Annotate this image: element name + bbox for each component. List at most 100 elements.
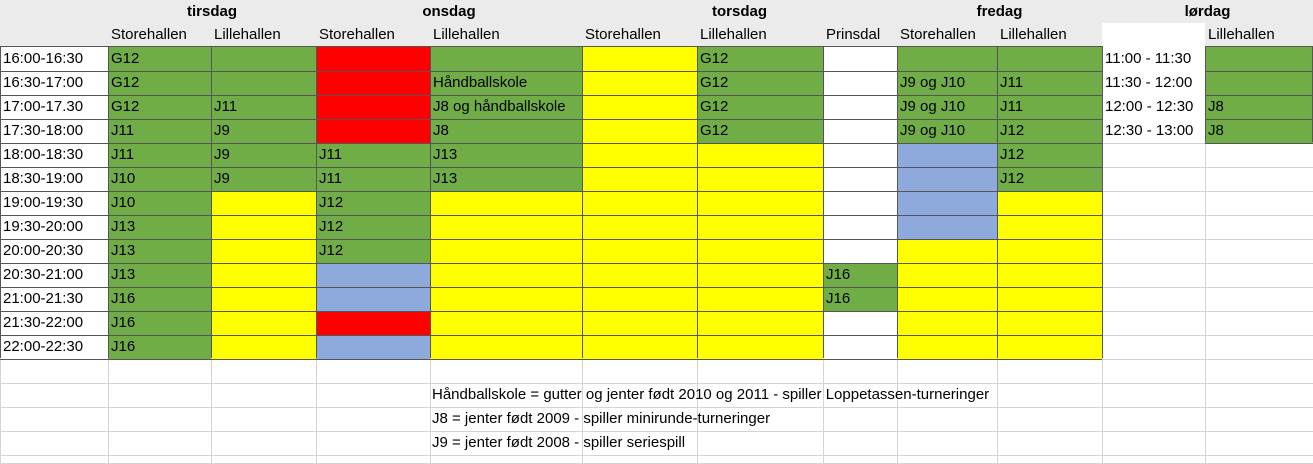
schedule-cell[interactable] — [430, 239, 582, 263]
schedule-cell[interactable] — [823, 46, 897, 71]
schedule-cell[interactable] — [897, 191, 997, 215]
schedule-cell[interactable]: J9 — [211, 119, 316, 143]
schedule-cell[interactable]: J9 — [211, 143, 316, 167]
hall-header-5[interactable]: Lillehallen — [697, 23, 823, 46]
corner-cell[interactable] — [0, 0, 108, 23]
schedule-cell[interactable] — [211, 191, 316, 215]
schedule-cell[interactable] — [211, 239, 316, 263]
schedule-cell[interactable] — [823, 191, 897, 215]
schedule-cell[interactable] — [897, 167, 997, 191]
schedule-cell[interactable] — [897, 143, 997, 167]
schedule-cell[interactable]: G12 — [108, 95, 211, 119]
schedule-cell[interactable] — [823, 119, 897, 143]
schedule-cell[interactable]: J12 — [997, 143, 1102, 167]
schedule-cell[interactable] — [316, 287, 430, 311]
schedule-cell[interactable] — [582, 71, 697, 95]
time-slot[interactable]: 19:30-20:00 — [0, 215, 108, 239]
schedule-cell[interactable] — [582, 263, 697, 287]
schedule-cell[interactable] — [697, 143, 823, 167]
schedule-cell[interactable] — [823, 239, 897, 263]
schedule-cell[interactable] — [697, 215, 823, 239]
schedule-cell[interactable] — [997, 191, 1102, 215]
schedule-cell[interactable]: G12 — [108, 46, 211, 71]
schedule-cell[interactable] — [997, 335, 1102, 359]
schedule-cell[interactable] — [582, 167, 697, 191]
schedule-cell[interactable]: J16 — [108, 311, 211, 335]
hall-header-7[interactable]: Storehallen — [897, 23, 997, 46]
schedule-cell[interactable] — [211, 215, 316, 239]
time-slot[interactable]: 22:00-22:30 — [0, 335, 108, 359]
time-slot[interactable]: 17:30-18:00 — [0, 119, 108, 143]
schedule-cell[interactable] — [316, 335, 430, 359]
schedule-cell[interactable] — [997, 215, 1102, 239]
saturday-cell[interactable]: J8 — [1205, 119, 1313, 143]
schedule-cell[interactable] — [823, 95, 897, 119]
schedule-cell[interactable] — [697, 335, 823, 359]
time-slot[interactable]: 17:00-17.30 — [0, 95, 108, 119]
schedule-cell[interactable] — [823, 311, 897, 335]
schedule-cell[interactable]: G12 — [108, 71, 211, 95]
schedule-cell[interactable] — [697, 239, 823, 263]
time-slot[interactable]: 18:30-19:00 — [0, 167, 108, 191]
schedule-cell[interactable] — [211, 263, 316, 287]
day-header-2[interactable]: torsdag — [582, 0, 897, 23]
schedule-cell[interactable]: J11 — [211, 95, 316, 119]
hall-header-9[interactable]: Lillehallen — [1205, 23, 1313, 46]
schedule-cell[interactable] — [316, 119, 430, 143]
schedule-cell[interactable] — [997, 287, 1102, 311]
saturday-cell[interactable] — [1205, 46, 1313, 71]
hall-header-6[interactable]: Prinsdal — [823, 23, 897, 46]
corner-cell-2[interactable] — [0, 23, 108, 46]
schedule-cell[interactable] — [430, 263, 582, 287]
schedule-cell[interactable]: J13 — [108, 239, 211, 263]
schedule-cell[interactable] — [697, 167, 823, 191]
schedule-cell[interactable]: J11 — [316, 143, 430, 167]
saturday-time[interactable]: 12:00 - 12:30 — [1102, 95, 1205, 119]
schedule-cell[interactable] — [316, 263, 430, 287]
schedule-cell[interactable] — [430, 311, 582, 335]
schedule-cell[interactable] — [430, 335, 582, 359]
time-slot[interactable]: 16:30-17:00 — [0, 71, 108, 95]
schedule-cell[interactable] — [823, 71, 897, 95]
schedule-cell[interactable]: J8 — [430, 119, 582, 143]
schedule-cell[interactable] — [582, 143, 697, 167]
schedule-cell[interactable] — [582, 46, 697, 71]
schedule-cell[interactable] — [211, 71, 316, 95]
schedule-cell[interactable]: J16 — [823, 263, 897, 287]
time-slot[interactable]: 19:00-19:30 — [0, 191, 108, 215]
schedule-cell[interactable] — [430, 191, 582, 215]
schedule-cell[interactable] — [897, 287, 997, 311]
schedule-cell[interactable]: J10 — [108, 167, 211, 191]
time-slot[interactable]: 21:30-22:00 — [0, 311, 108, 335]
schedule-cell[interactable]: J13 — [430, 167, 582, 191]
schedule-cell[interactable] — [211, 335, 316, 359]
schedule-cell[interactable] — [582, 239, 697, 263]
schedule-cell[interactable]: Håndballskole — [430, 71, 582, 95]
schedule-cell[interactable]: J11 — [108, 143, 211, 167]
schedule-cell[interactable]: J11 — [316, 167, 430, 191]
schedule-cell[interactable] — [430, 215, 582, 239]
schedule-cell[interactable] — [823, 215, 897, 239]
hall-header-8[interactable]: Lillehallen — [997, 23, 1102, 46]
schedule-cell[interactable]: J11 — [108, 119, 211, 143]
schedule-cell[interactable] — [823, 167, 897, 191]
schedule-cell[interactable] — [997, 46, 1102, 71]
schedule-cell[interactable] — [997, 263, 1102, 287]
schedule-cell[interactable] — [823, 143, 897, 167]
schedule-cell[interactable]: J8 og håndballskole — [430, 95, 582, 119]
saturday-cell[interactable]: J8 — [1205, 95, 1313, 119]
schedule-cell[interactable]: G12 — [697, 46, 823, 71]
schedule-cell[interactable] — [897, 239, 997, 263]
schedule-cell[interactable] — [897, 46, 997, 71]
schedule-cell[interactable] — [582, 191, 697, 215]
schedule-cell[interactable] — [897, 263, 997, 287]
saturday-time-header[interactable] — [1102, 23, 1205, 46]
schedule-cell[interactable] — [430, 287, 582, 311]
time-slot[interactable]: 20:30-21:00 — [0, 263, 108, 287]
schedule-cell[interactable] — [897, 311, 997, 335]
hall-header-0[interactable]: Storehallen — [108, 23, 211, 46]
time-slot[interactable]: 18:00-18:30 — [0, 143, 108, 167]
schedule-cell[interactable] — [897, 335, 997, 359]
schedule-cell[interactable] — [997, 311, 1102, 335]
schedule-cell[interactable] — [582, 335, 697, 359]
